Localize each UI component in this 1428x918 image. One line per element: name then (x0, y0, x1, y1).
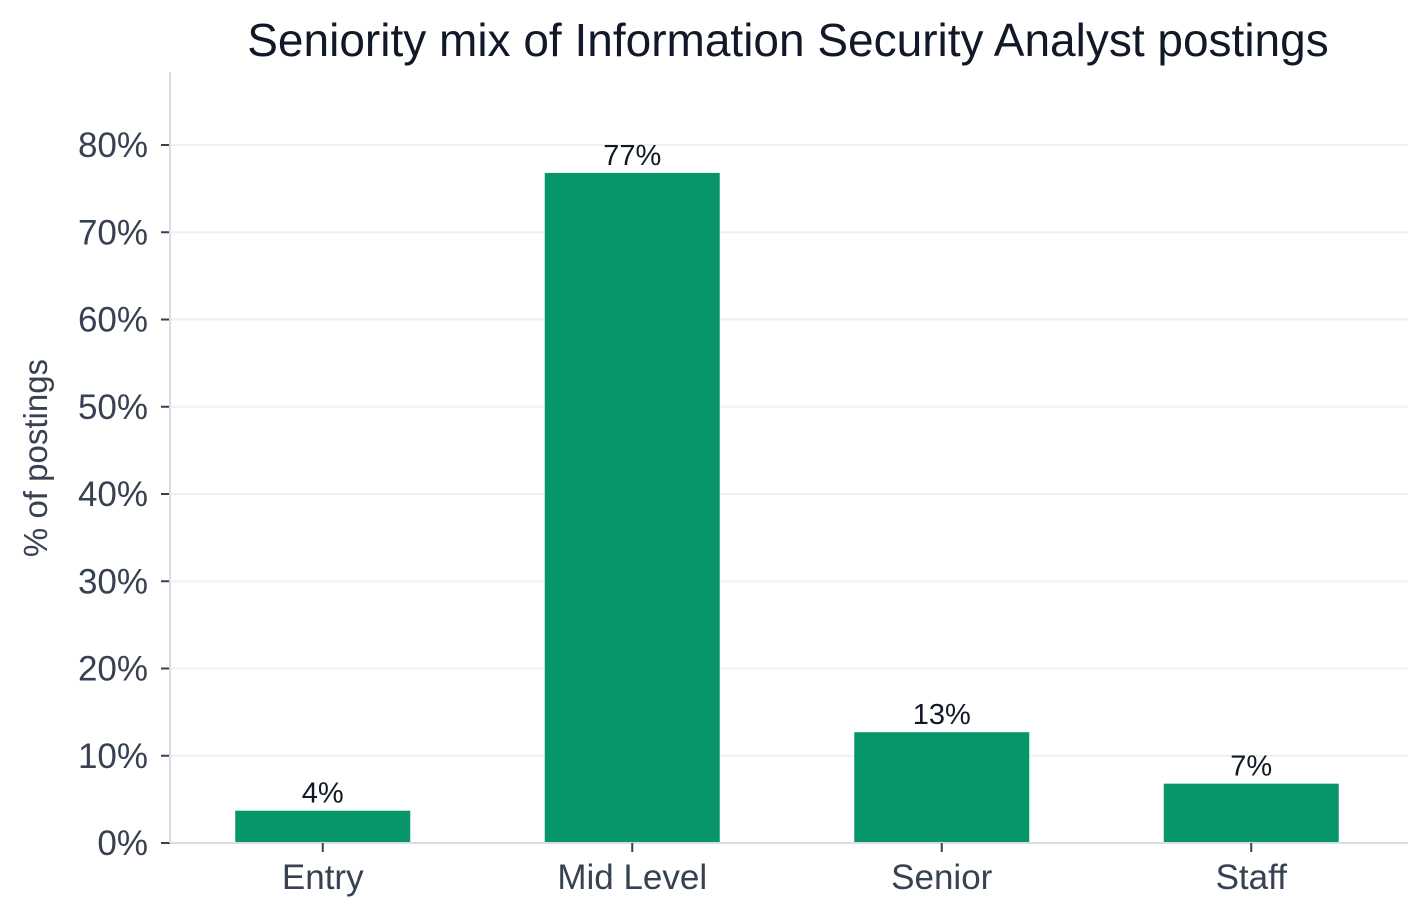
y-axis-label: % of postings (17, 359, 54, 557)
y-tick-label: 0% (97, 824, 148, 863)
y-tick-label: 70% (78, 213, 148, 252)
y-tick-label: 50% (78, 388, 148, 427)
bar-senior (854, 732, 1030, 843)
axes (161, 72, 1408, 852)
labels: 0% 10% 20% 30% 40% 50% 60% 70% 80% 4% Entry 77% Mid … (78, 126, 1287, 897)
y-tick-label: 20% (78, 650, 148, 689)
y-tick-label: 60% (78, 301, 148, 340)
y-tick-label: 80% (78, 126, 148, 165)
bar-mid-level (544, 172, 720, 844)
x-tick-label: Entry (282, 858, 364, 897)
bars (235, 172, 1339, 844)
data-label: 7% (1230, 751, 1272, 783)
y-tick-label: 10% (78, 737, 148, 776)
x-tick-label: Mid Level (557, 858, 707, 897)
chart-title: Seniority mix of Information Security An… (247, 14, 1328, 66)
x-tick-label: Staff (1216, 858, 1288, 897)
y-tick-label: 30% (78, 562, 148, 601)
bar-entry (235, 810, 411, 843)
data-label: 4% (302, 778, 344, 810)
x-tick-label: Senior (891, 858, 993, 897)
data-label: 77% (603, 140, 661, 172)
data-label: 13% (913, 699, 971, 731)
y-tick-label: 40% (78, 475, 148, 514)
gridlines (170, 144, 1408, 757)
bar-staff (1163, 783, 1339, 843)
